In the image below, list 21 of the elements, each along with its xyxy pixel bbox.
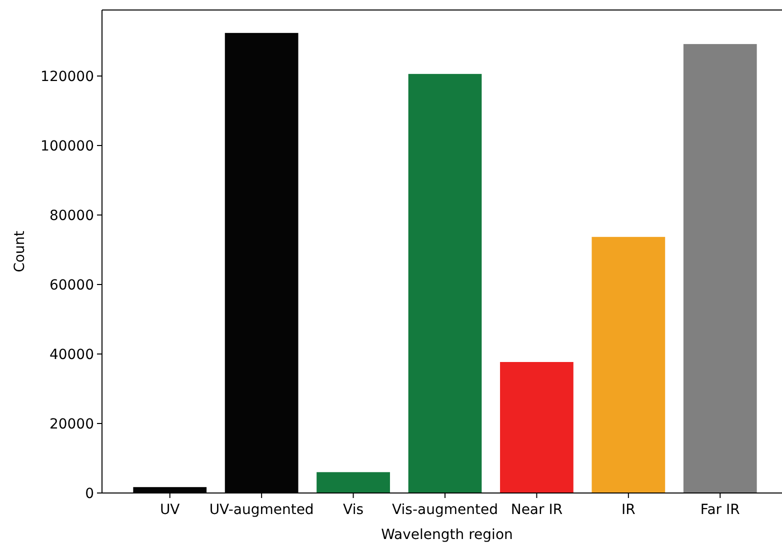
x-tick-label: IR (621, 502, 636, 518)
x-tick-label: UV-augmented (209, 502, 314, 518)
bar (592, 236, 666, 493)
y-tick-label: 100000 (40, 138, 94, 154)
y-tick-label: 120000 (40, 68, 94, 85)
y-tick-label: 80000 (49, 208, 94, 224)
y-axis-title: Count (12, 230, 28, 272)
x-tick-label: Far IR (700, 502, 740, 518)
bar (500, 362, 574, 493)
y-tick-label: 60000 (49, 277, 94, 294)
y-tick-label: 20000 (49, 416, 94, 432)
bar (316, 472, 390, 493)
x-axis-title: Wavelength region (381, 527, 513, 543)
x-tick-label: Vis-augmented (392, 502, 498, 518)
y-tick-label: 40000 (49, 346, 94, 363)
x-tick-label: Vis (343, 502, 364, 518)
y-tick-label: 0 (85, 486, 94, 502)
bar (408, 74, 482, 493)
bar (683, 44, 757, 493)
x-tick-label: UV (160, 502, 180, 518)
x-tick-label: Near IR (510, 502, 563, 518)
